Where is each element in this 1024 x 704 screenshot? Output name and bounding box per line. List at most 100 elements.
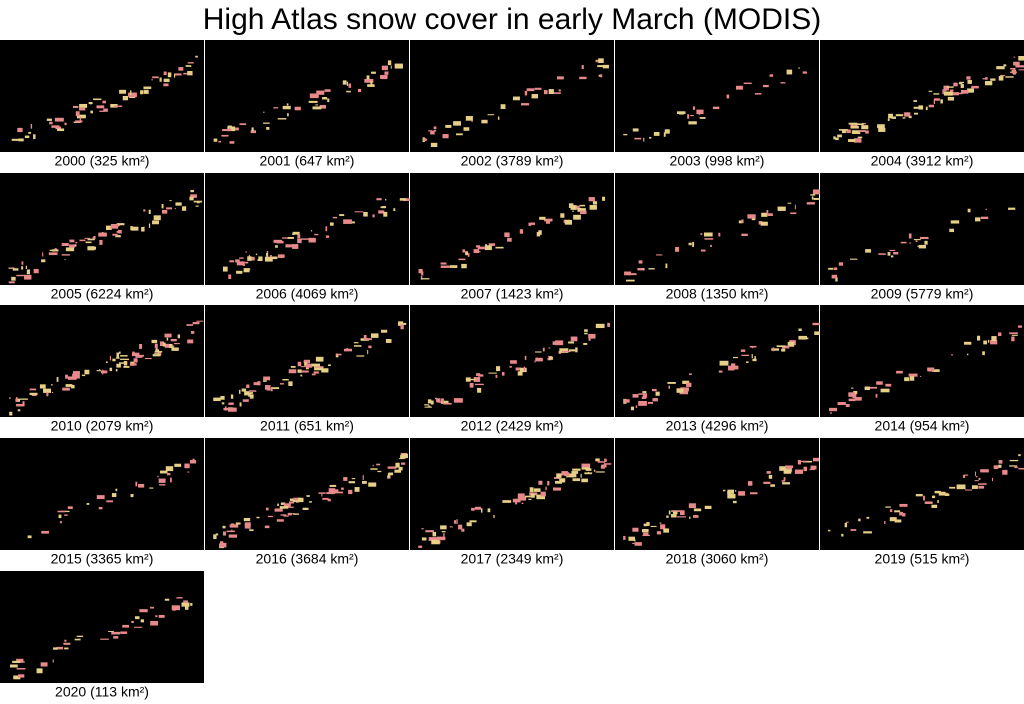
snow-patch xyxy=(219,541,224,544)
snow-patch xyxy=(226,530,235,533)
snow-patch xyxy=(372,464,374,467)
snow-patch xyxy=(564,472,570,477)
snow-patch xyxy=(966,76,971,80)
snow-patch xyxy=(79,107,86,111)
snow-patch xyxy=(476,373,481,376)
snow-patch xyxy=(850,529,857,531)
snow-patch xyxy=(187,62,194,64)
snow-patch xyxy=(61,243,69,246)
snow-patch xyxy=(150,606,154,609)
snow-patch xyxy=(475,245,481,248)
snow-patch xyxy=(964,474,969,476)
snow-patch xyxy=(790,212,797,215)
snow-patch xyxy=(421,271,424,276)
snow-patch xyxy=(798,67,800,69)
snow-patch xyxy=(239,402,242,407)
snow-patch xyxy=(810,194,816,196)
snow-patch xyxy=(150,620,159,626)
snow-patch xyxy=(956,484,966,490)
snow-patch xyxy=(41,530,50,534)
snow-patch xyxy=(943,88,947,92)
panel-caption: 2008 (1350 km²) xyxy=(666,286,769,302)
snow-patch xyxy=(49,249,59,252)
snow-patch xyxy=(130,493,134,498)
snow-patch xyxy=(750,492,758,495)
snow-patch xyxy=(139,609,148,613)
snow-patch xyxy=(163,78,170,83)
snow-patch xyxy=(263,122,270,124)
snow-patch xyxy=(885,383,892,387)
snow-patch xyxy=(288,501,294,504)
snow-patch xyxy=(321,493,323,497)
snow-patch xyxy=(8,267,15,269)
snow-patch xyxy=(334,491,343,494)
snow-patch xyxy=(473,377,481,382)
snow-patch xyxy=(844,522,848,528)
snow-patch xyxy=(998,332,1002,337)
snow-patch xyxy=(315,356,324,362)
snow-patch xyxy=(164,598,170,601)
snow-patch xyxy=(663,528,669,533)
snow-patch xyxy=(18,138,24,142)
snow-patch xyxy=(115,488,118,492)
map-background xyxy=(410,438,614,550)
snow-patch xyxy=(521,502,524,505)
snow-patch xyxy=(123,366,130,368)
map-panel xyxy=(205,40,409,152)
map-background xyxy=(615,438,819,550)
snow-patch xyxy=(245,251,248,253)
snow-patch xyxy=(487,508,491,513)
snow-patch xyxy=(841,129,847,134)
snow-patch xyxy=(12,660,21,663)
snow-patch xyxy=(974,480,979,482)
snow-patch xyxy=(246,384,250,389)
snow-patch xyxy=(741,354,750,357)
snow-patch xyxy=(421,278,430,280)
snow-patch xyxy=(738,491,745,496)
map-panel xyxy=(410,173,614,285)
snow-patch xyxy=(751,218,756,221)
snow-patch xyxy=(441,530,446,533)
snow-patch xyxy=(39,384,46,389)
snow-patch xyxy=(688,121,697,125)
snow-patch xyxy=(327,498,331,502)
snow-patch xyxy=(786,69,793,75)
snow-patch xyxy=(85,241,92,244)
snow-patch xyxy=(143,226,145,228)
snow-patch xyxy=(643,523,648,527)
snow-patch xyxy=(169,343,173,348)
snow-patch xyxy=(510,360,517,364)
snow-patch xyxy=(270,387,273,392)
snow-patch xyxy=(393,208,396,211)
map-panel xyxy=(0,40,204,152)
snow-patch xyxy=(602,64,609,69)
snow-patch xyxy=(767,213,773,217)
snow-patch xyxy=(679,389,689,395)
snow-patch xyxy=(465,377,471,382)
snow-patch xyxy=(990,78,996,81)
snow-patch xyxy=(558,89,561,92)
snow-patch xyxy=(589,204,597,210)
snow-patch xyxy=(838,129,848,131)
snow-patch xyxy=(25,265,28,269)
snow-patch xyxy=(280,502,286,505)
snow-patch xyxy=(649,136,652,139)
snow-patch xyxy=(475,383,484,386)
snow-patch xyxy=(449,526,453,528)
snow-patch xyxy=(128,92,137,98)
snow-patch xyxy=(59,521,62,524)
snow-patch xyxy=(504,232,510,238)
snow-patch xyxy=(243,517,251,522)
snow-patch xyxy=(418,268,423,274)
snow-patch xyxy=(1003,64,1007,67)
snow-patch xyxy=(553,477,560,479)
snow-patch xyxy=(970,89,973,92)
snow-patch xyxy=(58,514,62,519)
snow-patch xyxy=(229,260,235,263)
snow-patch xyxy=(642,534,650,537)
snow-patch xyxy=(682,380,690,384)
snow-patch xyxy=(231,529,233,532)
snow-patch xyxy=(282,237,291,239)
snow-patch xyxy=(689,516,691,519)
snow-patch xyxy=(403,198,411,201)
